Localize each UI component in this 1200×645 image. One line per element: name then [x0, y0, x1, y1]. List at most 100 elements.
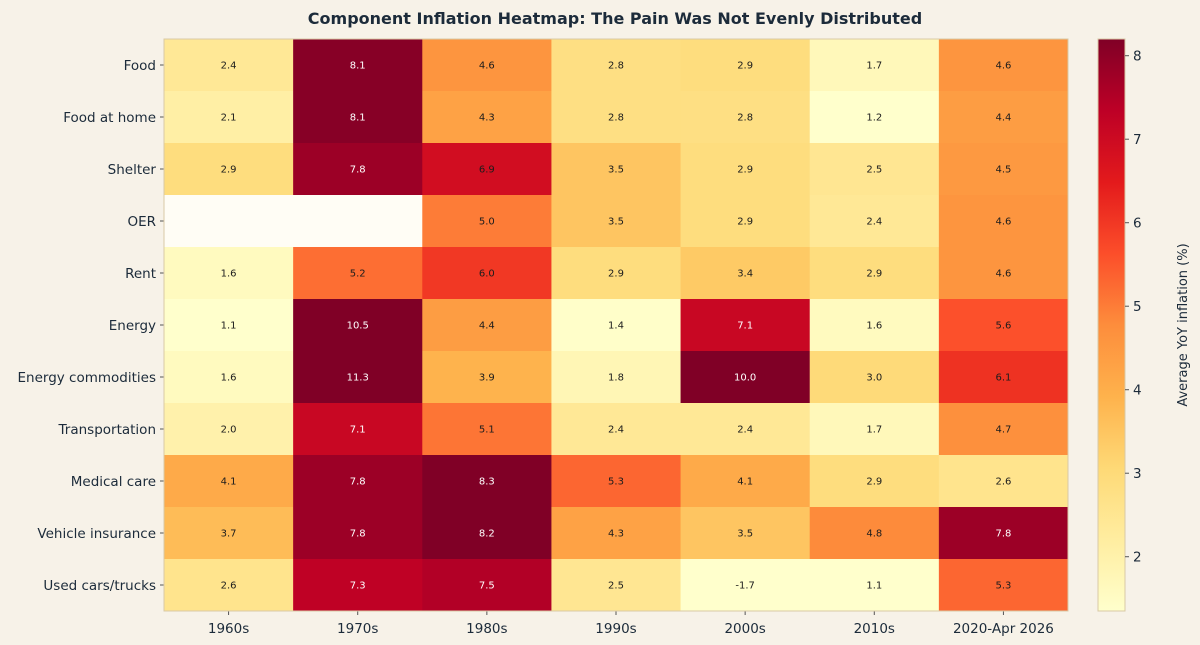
heatmap-cell — [551, 299, 682, 352]
cell-value-label: 2.9 — [737, 165, 753, 176]
heatmap-cell — [293, 403, 423, 456]
column-label: 1980s — [466, 621, 507, 637]
heatmap-cell — [293, 143, 423, 196]
cell-value-label: 4.7 — [995, 425, 1011, 436]
heatmap-cell — [293, 507, 423, 560]
colorbar-tick-label: 5 — [1133, 299, 1142, 315]
colorbar-label: Average YoY inflation (%) — [1176, 243, 1191, 406]
row-labels: Food Food at home Shelter OER Rent Energy Ener… — [17, 58, 164, 594]
heatmap-cell — [938, 247, 1069, 300]
cell-value-label: 1.6 — [221, 269, 237, 280]
column-label: 2020-Apr 2026 — [953, 621, 1054, 637]
heatmap-cell — [422, 195, 552, 248]
heatmap-cell — [551, 143, 682, 196]
heatmap-cell — [164, 559, 294, 612]
cell-value-label: 2.1 — [221, 113, 237, 124]
cell-value-label: 2.6 — [221, 581, 237, 592]
heatmap-cell — [680, 351, 811, 404]
cell-value-label: 3.5 — [608, 165, 624, 176]
colorbar-tick-label: 7 — [1133, 132, 1142, 148]
heatmap-cell — [164, 299, 294, 352]
heatmap-cell — [551, 559, 682, 612]
heatmap-cell — [551, 91, 682, 144]
cell-value-label: 2.4 — [866, 217, 882, 228]
cell-value-label: 2.9 — [608, 269, 624, 280]
heatmap-cell — [938, 195, 1069, 248]
cell-value-label: 2.8 — [737, 113, 753, 124]
heatmap-cell — [293, 39, 423, 92]
colorbar-gradient — [1097, 38, 1126, 612]
heatmap-cell — [422, 455, 552, 508]
column-label: 2000s — [724, 621, 765, 637]
heatmap-cell — [551, 195, 682, 248]
heatmap-cell — [551, 39, 682, 92]
cell-value-label: 5.3 — [995, 581, 1011, 592]
cell-value-label: 1.8 — [608, 373, 624, 384]
heatmap-cell — [809, 299, 940, 352]
cell-value-label: 2.9 — [737, 61, 753, 72]
row-label: Transportation — [58, 422, 156, 438]
heatmap-cell — [293, 195, 423, 248]
cell-value-label: 2.5 — [866, 165, 882, 176]
column-label: 1960s — [208, 621, 249, 637]
cell-value-label: 1.7 — [866, 425, 882, 436]
cell-value-label: 7.3 — [350, 581, 366, 592]
cell-value-label: 2.4 — [608, 425, 624, 436]
row-label: Used cars/trucks — [43, 578, 156, 594]
heatmap-cell — [422, 247, 552, 300]
colorbar-tick-label: 8 — [1133, 49, 1142, 65]
cell-value-label: 4.8 — [866, 529, 882, 540]
cell-value-label: 8.2 — [479, 529, 495, 540]
cell-value-label: 6.9 — [479, 165, 495, 176]
cell-value-label: 2.9 — [866, 477, 882, 488]
heatmap-cell — [809, 403, 940, 456]
cell-value-label: 3.7 — [221, 529, 237, 540]
cell-value-label: 1.7 — [866, 61, 882, 72]
heatmap-cell — [293, 299, 423, 352]
heatmap-cell — [164, 507, 294, 560]
colorbar: 2 3 4 5 6 7 8 Average YoY inflation (%) — [1097, 38, 1191, 612]
cell-value-label: 2.8 — [608, 113, 624, 124]
row-label: OER — [127, 214, 156, 230]
heatmap-cell — [551, 507, 682, 560]
heatmap-cell — [938, 91, 1069, 144]
cell-value-label: 10.5 — [347, 321, 369, 332]
heatmap-cell — [422, 299, 552, 352]
heatmap-cell — [809, 351, 940, 404]
heatmap-cell — [164, 39, 294, 92]
heatmap-cell — [422, 559, 552, 612]
heatmap-cell — [164, 195, 294, 248]
heatmap-cell — [551, 455, 682, 508]
heatmap-cell — [680, 403, 811, 456]
heatmap-cell — [422, 143, 552, 196]
colorbar-tick-label: 6 — [1133, 216, 1142, 232]
cell-value-label: 8.1 — [350, 61, 366, 72]
colorbar-tick-label: 4 — [1133, 383, 1142, 399]
cell-value-label: 2.9 — [221, 165, 237, 176]
heatmap-cell — [551, 247, 682, 300]
heatmap-cell — [164, 403, 294, 456]
heatmap-cell — [680, 91, 811, 144]
heatmap-cell — [551, 351, 682, 404]
cell-value-label: 3.9 — [479, 373, 495, 384]
heatmap-cell — [164, 91, 294, 144]
cell-value-label: 7.1 — [737, 321, 753, 332]
cell-value-label: 2.4 — [221, 61, 237, 72]
chart-title: Component Inflation Heatmap: The Pain Wa… — [308, 9, 922, 28]
cell-value-label: 2.5 — [608, 581, 624, 592]
heatmap-cell — [680, 195, 811, 248]
cell-value-label: 5.0 — [479, 217, 495, 228]
cell-value-label: 4.1 — [737, 477, 753, 488]
cell-value-label: 5.1 — [479, 425, 495, 436]
heatmap-cell — [551, 403, 682, 456]
heatmap-cell — [164, 351, 294, 404]
cell-value-label: 3.5 — [608, 217, 624, 228]
heatmap-cell — [680, 559, 811, 612]
heatmap-cell — [938, 455, 1069, 508]
cell-value-label: 11.3 — [347, 373, 369, 384]
cell-value-label: 2.8 — [608, 61, 624, 72]
column-label: 1990s — [595, 621, 636, 637]
cell-value-label: -1.7 — [735, 581, 755, 592]
